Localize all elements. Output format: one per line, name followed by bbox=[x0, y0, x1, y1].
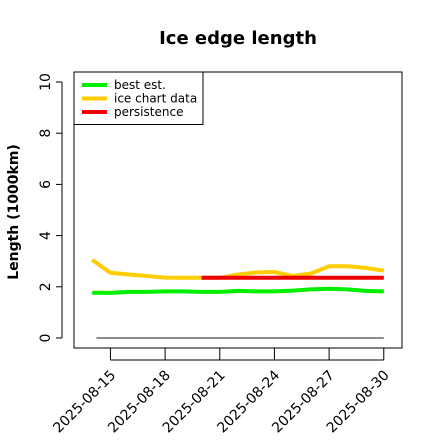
y-axis-label: Length (1000km) bbox=[6, 144, 22, 280]
axes: 02468102025-08-152025-08-182025-08-21202… bbox=[38, 71, 403, 436]
series-line-best-est- bbox=[92, 286, 384, 295]
legend-box bbox=[73, 71, 204, 125]
chart-title: Ice edge length bbox=[159, 28, 317, 49]
y-tick-label: 0 bbox=[38, 334, 54, 343]
plot-area bbox=[91, 258, 385, 339]
y-tick-label: 4 bbox=[38, 231, 54, 240]
legend-label: ice chart data bbox=[114, 92, 197, 106]
legend-label: persistence bbox=[114, 105, 183, 119]
y-tick-label: 8 bbox=[38, 129, 54, 138]
y-tick-label: 2 bbox=[38, 282, 54, 291]
plot-frame bbox=[73, 71, 403, 349]
legend-label: best est. bbox=[114, 78, 166, 92]
y-tick-label: 6 bbox=[38, 180, 54, 189]
series-line-ice-chart-data bbox=[91, 258, 385, 280]
y-tick-label: 10 bbox=[38, 73, 54, 91]
